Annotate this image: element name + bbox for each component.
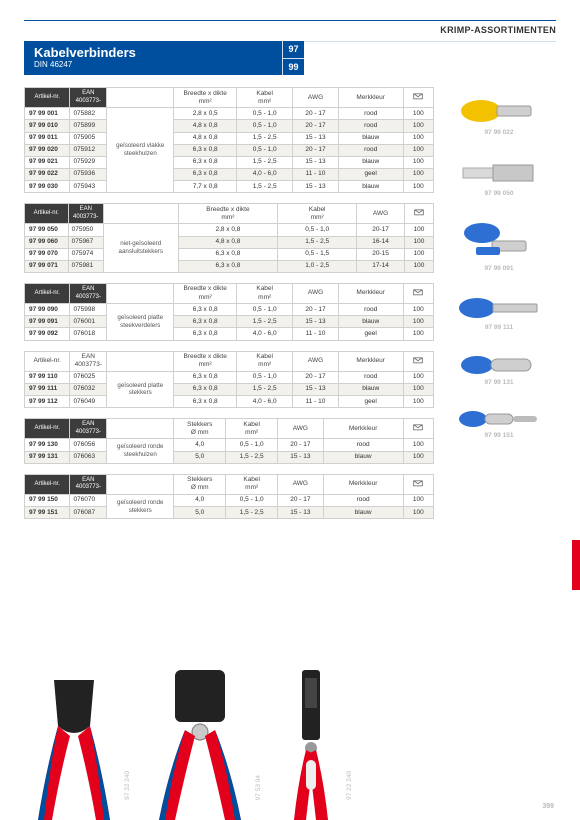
table-row: 97 99 0220759366,3 x 0,84,0 - 6,011 - 10… [25,168,434,180]
table-row: 97 99 090075998geïsoleerd platte steekve… [25,304,434,316]
product-image: 97 99 091 [442,219,556,272]
tools-row: 97 32 24097 53 0497 22 240 [24,670,353,820]
product-image: 97 99 050 [442,158,556,197]
category-heading: KRIMP-ASSORTIMENTEN [24,25,556,35]
col-bxd: Breedte x diktemm² [174,88,237,108]
table-row: 97 99 130076056geïsoleerd ronde steekhul… [25,439,434,451]
table-4: Artikel-nr. EAN4003773- Breedte x diktem… [24,351,434,409]
product-images-column: 97 99 022 97 99 050 97 99 091 97 99 111 97 9… [442,87,556,529]
table-3: Artikel-nr. EAN4003773- Breedte x diktem… [24,283,434,341]
table-row: 97 99 0920760186,3 x 0,84,0 - 6,011 - 10… [25,328,434,340]
table-5: Artikel-nr. EAN4003773- StekkersØ mm Kab… [24,418,434,464]
product-image: 97 99 151 [442,408,556,439]
table-row: 97 99 1510760875,01,5 - 2,515 - 13blauw1… [25,507,434,519]
table-row: 97 99 150076070geïsoleerd ronde stekkers… [25,494,434,506]
table-row: 97 99 0300759437,7 x 0,81,5 - 2,515 - 13… [25,181,434,193]
table-6: Artikel-nr. EAN4003773- StekkersØ mm Kab… [24,474,434,520]
product-image: 97 99 131 [442,353,556,386]
edge-tab [572,540,580,590]
table-row: 97 99 0200759126,3 x 0,80,5 - 1,020 - 17… [25,144,434,156]
tool-image: 97 32 240 [24,680,131,820]
table-1: Artikel-nr. EAN4003773- Breedte x diktem… [24,87,434,193]
table-2: Artikel-nr. EAN4003773- Breedte x diktem… [24,203,434,273]
table-row: 97 99 1120760496,3 x 0,84,0 - 6,011 - 10… [25,396,434,408]
col-ean: EAN4003773- [70,88,107,108]
table-row: 97 99 0710759816,3 x 0,81,0 - 2,517-1410… [25,260,434,272]
header-code-1: 97 [282,41,304,59]
table-row: 97 99 050075950niet-geïsoleerd aansluits… [25,224,434,236]
table-row: 97 99 1310760635,01,5 - 2,515 - 13blauw1… [25,451,434,463]
table-row: 97 99 0210759296,3 x 0,81,5 - 2,515 - 13… [25,156,434,168]
col-qty-icon [403,88,433,108]
col-kleur: Merkkleur [338,88,403,108]
table-row: 97 99 0110759054,8 x 0,81,5 - 2,515 - 13… [25,132,434,144]
tables-column: Artikel-nr. EAN4003773- Breedte x diktem… [24,87,434,529]
table-row: 97 99 0700759746,3 x 0,80,5 - 1,520-1510… [25,248,434,260]
page-title: Kabelverbinders [34,45,272,60]
table-row: 97 99 001075882geïsoleerd vlakke steekhu… [25,108,434,120]
product-image: 97 99 022 [442,95,556,136]
table-row: 97 99 0100758994,8 x 0,80,5 - 1,020 - 17… [25,120,434,132]
section-header: Kabelverbinders DIN 46247 97 99 [24,41,556,75]
header-code-2: 99 [282,59,304,76]
table-row: 97 99 110076025geïsoleerd platte stekker… [25,371,434,383]
col-article: Artikel-nr. [25,88,70,108]
page-subtitle: DIN 46247 [34,60,272,69]
page-number: 399 [542,803,554,810]
table-row: 97 99 1110760326,3 x 0,81,5 - 2,515 - 13… [25,383,434,395]
tool-image: 97 53 04 [145,670,262,820]
tool-image: 97 22 240 [276,670,353,820]
table-row: 97 99 0600759674,8 x 0,81,5 - 2,516-1410… [25,236,434,248]
product-image: 97 99 111 [442,294,556,331]
table-row: 97 99 0910760016,3 x 0,81,5 - 2,515 - 13… [25,316,434,328]
col-kabel: Kabelmm² [237,88,293,108]
col-awg: AWG [293,88,338,108]
